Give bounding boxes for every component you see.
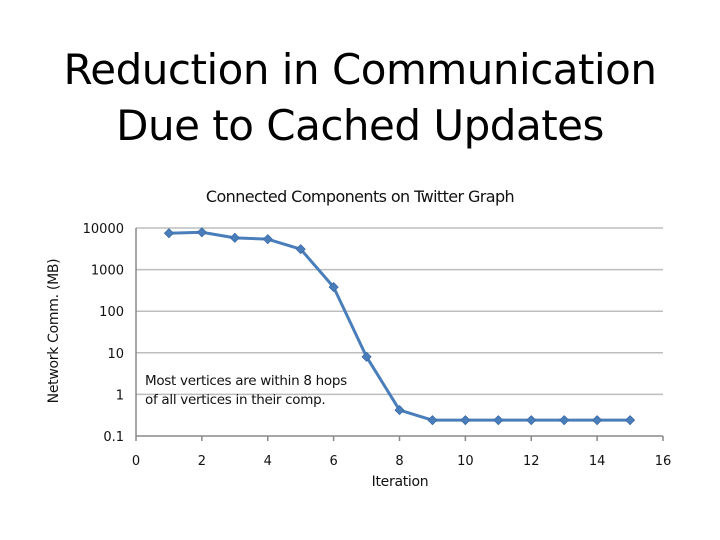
x-tick-label: 6 (329, 454, 337, 469)
x-tick-label: 16 (655, 454, 672, 469)
data-point (624, 415, 636, 426)
slide-title: Reduction in Communication Due to Cached… (0, 42, 720, 154)
data-point (229, 232, 240, 243)
data-point (361, 351, 372, 362)
data-point (328, 282, 339, 293)
x-tick-label: 8 (395, 454, 403, 469)
x-tick-label: 12 (523, 454, 540, 469)
y-tick-label: 0.1 (103, 430, 124, 445)
annotation-line-1: Most vertices are within 8 hops (145, 373, 347, 389)
data-point (493, 415, 504, 426)
y-tick-label: 10 (107, 347, 124, 362)
data-point (196, 227, 207, 238)
data-point (427, 415, 438, 426)
data-point (163, 228, 175, 239)
x-tick-label: 2 (198, 454, 206, 469)
annotation-line-2: of all vertices in their comp. (145, 392, 326, 408)
x-tick-label: 0 (132, 454, 140, 469)
y-tick-label: 100 (99, 305, 124, 320)
x-tick-label: 10 (457, 454, 474, 469)
x-axis-label: Iteration (371, 474, 429, 490)
data-point (262, 234, 273, 245)
x-tick-label: 14 (589, 454, 606, 469)
data-point (460, 415, 471, 426)
data-point (526, 415, 537, 426)
chart-title: Connected Components on Twitter Graph (205, 187, 515, 206)
slide-title-line-1: Reduction in Communication (63, 45, 658, 94)
data-point (295, 244, 306, 255)
data-point (394, 405, 405, 416)
data-point (592, 415, 603, 426)
y-tick-label: 1000 (91, 264, 124, 279)
chart-annotation: Most vertices are within 8 hops of all v… (145, 372, 347, 410)
slide-title-line-2: Due to Cached Updates (116, 101, 604, 150)
data-point (559, 415, 570, 426)
y-axis-label: Network Comm. (MB) (46, 258, 62, 404)
y-tick-label: 1 (116, 388, 124, 403)
y-tick-label: 10000 (83, 222, 124, 237)
x-tick-label: 4 (264, 454, 272, 469)
